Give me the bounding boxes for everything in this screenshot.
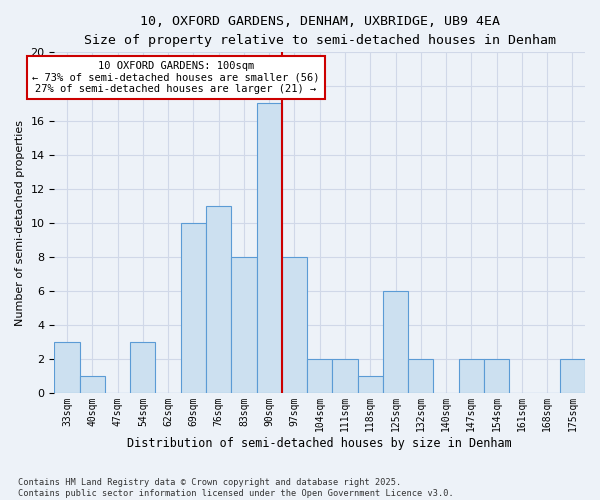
Text: Contains HM Land Registry data © Crown copyright and database right 2025.
Contai: Contains HM Land Registry data © Crown c… [18, 478, 454, 498]
Bar [458, 360, 484, 394]
Bar [181, 223, 206, 394]
X-axis label: Distribution of semi-detached houses by size in Denham: Distribution of semi-detached houses by … [127, 437, 512, 450]
Bar [484, 360, 509, 394]
Bar [358, 376, 383, 394]
Title: 10, OXFORD GARDENS, DENHAM, UXBRIDGE, UB9 4EA
Size of property relative to semi-: 10, OXFORD GARDENS, DENHAM, UXBRIDGE, UB… [84, 15, 556, 47]
Bar [383, 291, 408, 394]
Bar [257, 104, 282, 394]
Bar [231, 257, 257, 394]
Bar [307, 360, 332, 394]
Bar [332, 360, 358, 394]
Bar [560, 360, 585, 394]
Bar [408, 360, 433, 394]
Y-axis label: Number of semi-detached properties: Number of semi-detached properties [15, 120, 25, 326]
Bar [80, 376, 105, 394]
Bar [130, 342, 155, 394]
Bar [206, 206, 231, 394]
Text: 10 OXFORD GARDENS: 100sqm
← 73% of semi-detached houses are smaller (56)
27% of : 10 OXFORD GARDENS: 100sqm ← 73% of semi-… [32, 61, 319, 94]
Bar [282, 257, 307, 394]
Bar [55, 342, 80, 394]
